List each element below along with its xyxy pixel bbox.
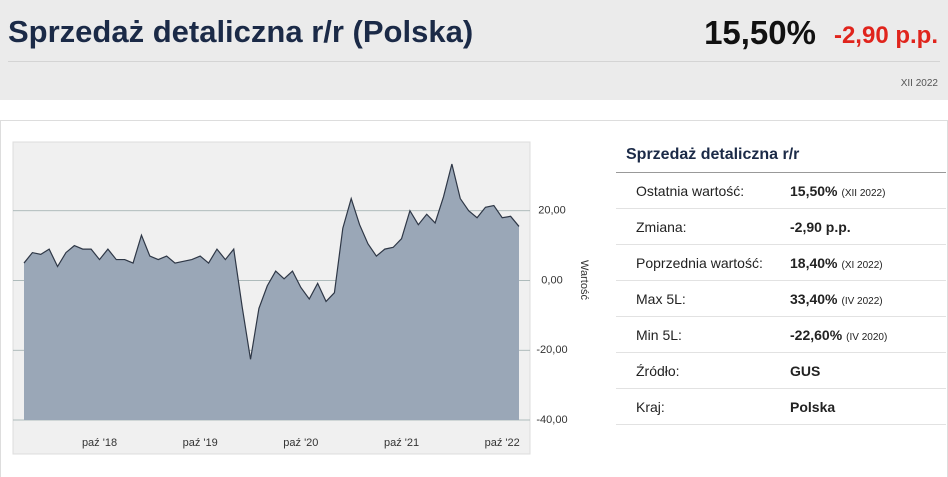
x-tick-label: paź '20: [283, 437, 318, 449]
page-title: Sprzedaż detaliczna r/r (Polska): [8, 14, 474, 49]
row-value: 15,50%: [790, 182, 838, 199]
info-table: Sprzedaż detaliczna r/r Ostatnia wartość…: [616, 140, 946, 425]
table-row: Max 5L: 33,40% (IV 2022): [616, 281, 946, 317]
y-tick-label: -40,00: [536, 414, 567, 426]
row-value-cell: -22,60% (IV 2020): [790, 327, 887, 343]
row-value-cell: 18,40% (XI 2022): [790, 255, 883, 271]
row-value: 18,40%: [790, 254, 838, 271]
x-tick-label: paź '22: [485, 437, 520, 449]
table-row: Zmiana: -2,90 p.p.: [616, 209, 946, 245]
row-label: Ostatnia wartość:: [636, 182, 745, 199]
x-tick-label: paź '18: [82, 437, 117, 449]
table-row: Ostatnia wartość: 15,50% (XII 2022): [616, 173, 946, 209]
row-note: (IV 2022): [841, 295, 883, 307]
row-label: Max 5L:: [636, 290, 686, 307]
chart: Wartość -40,00 -20,00 0,00 20,00 paź '18 paź …: [12, 141, 590, 455]
row-value: 33,40%: [790, 290, 838, 307]
y-tick-label: 0,00: [541, 274, 562, 286]
row-note: (XI 2022): [841, 259, 883, 271]
row-label: Źródło:: [636, 362, 680, 379]
row-label: Kraj:: [636, 398, 665, 415]
row-value-cell: Polska: [790, 399, 835, 415]
row-value: GUS: [790, 362, 821, 379]
line: [23, 163, 520, 360]
table-row: Kraj: Polska: [616, 389, 946, 425]
row-value: -22,60%: [790, 326, 843, 343]
separator: [8, 61, 940, 62]
row-label: Poprzednia wartość:: [636, 254, 763, 271]
row-label: Min 5L:: [636, 326, 682, 343]
table-row: Źródło: GUS: [616, 353, 946, 389]
row-label: Zmiana:: [636, 218, 687, 235]
table-row: Min 5L: -22,60% (IV 2020): [616, 317, 946, 353]
row-note: (XII 2022): [841, 187, 886, 199]
table-title: Sprzedaż detaliczna r/r: [616, 140, 946, 173]
change: -2,90 p.p.: [833, 22, 938, 49]
header: Sprzedaż detaliczna r/r (Polska) 15,50% …: [0, 0, 948, 100]
table-row: Poprzednia wartość: 18,40% (XI 2022): [616, 245, 946, 281]
row-value: -2,90 p.p.: [790, 218, 851, 235]
row-value-cell: 15,50% (XII 2022): [790, 183, 885, 199]
y-tick-label: 20,00: [538, 205, 566, 217]
row-note: (IV 2020): [846, 331, 888, 343]
area-fill: [24, 164, 519, 420]
y-axis-title: Wartość: [578, 260, 590, 300]
y-tick-label: -20,00: [536, 344, 567, 356]
row-value-cell: 33,40% (IV 2022): [790, 291, 883, 307]
row-value-cell: GUS: [790, 363, 820, 379]
current-value: 15,50%: [704, 14, 816, 51]
row-value-cell: -2,90 p.p.: [790, 219, 851, 235]
row-value: Polska: [790, 398, 836, 415]
x-tick-label: paź '19: [183, 437, 218, 449]
x-tick-label: paź '21: [384, 437, 419, 449]
date: XII 2022: [900, 78, 938, 89]
